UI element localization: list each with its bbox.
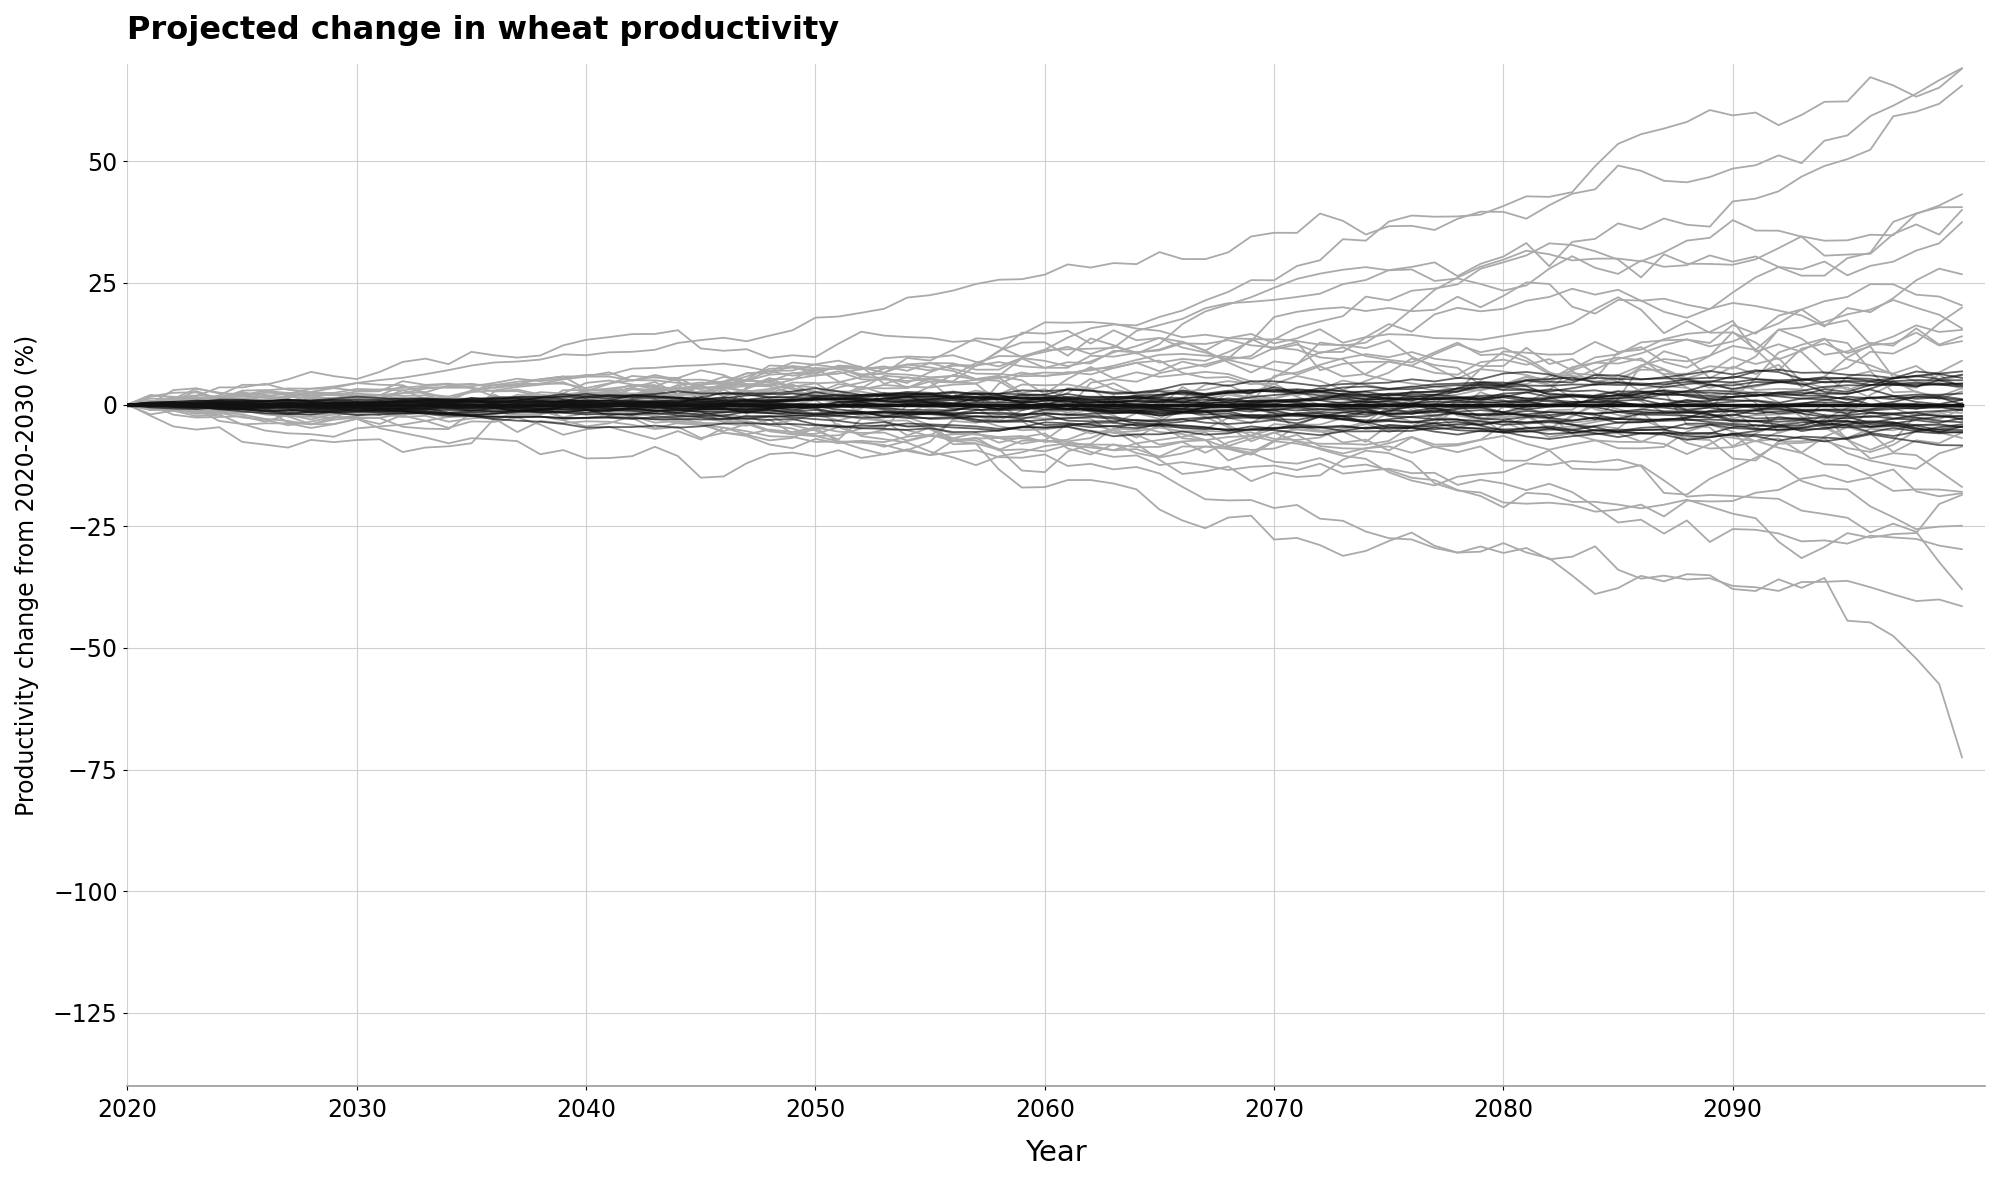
Y-axis label: Productivity change from 2020-2030 (%): Productivity change from 2020-2030 (%)	[16, 335, 40, 816]
Text: Projected change in wheat productivity: Projected change in wheat productivity	[128, 15, 840, 46]
X-axis label: Year: Year	[1026, 1139, 1088, 1167]
